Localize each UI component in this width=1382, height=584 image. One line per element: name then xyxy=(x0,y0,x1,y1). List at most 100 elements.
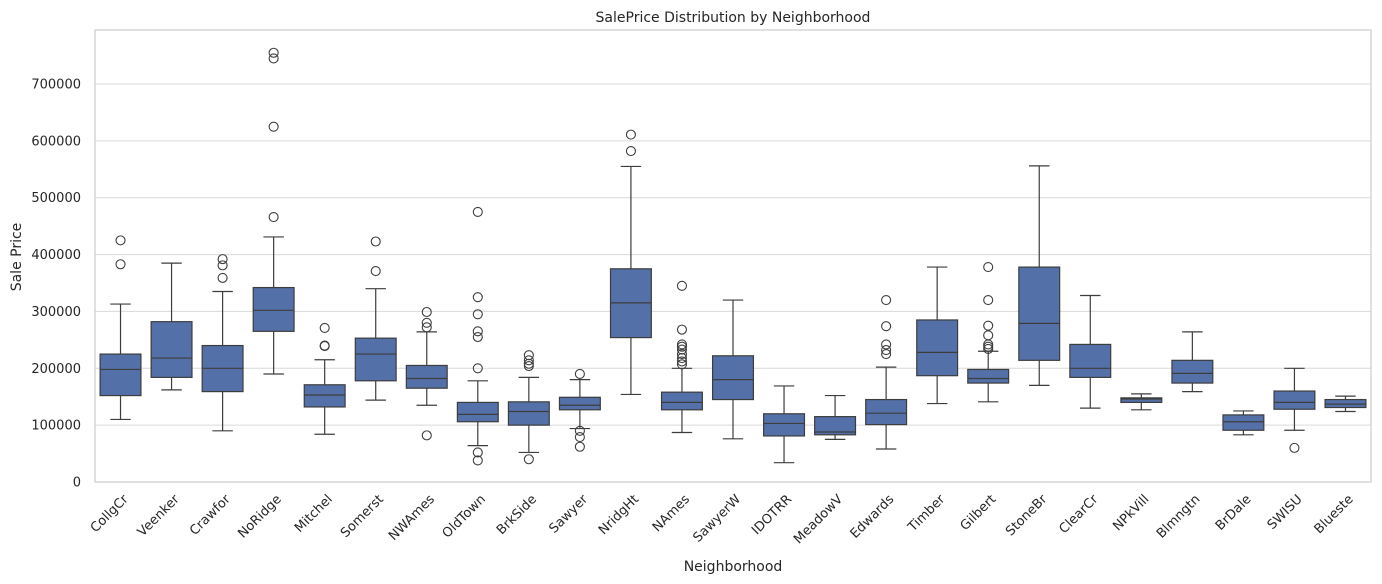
box-NWAmes xyxy=(405,364,448,389)
y-tick-label: 0 xyxy=(73,476,81,491)
outlier-point xyxy=(268,212,279,223)
box-NoRidge xyxy=(252,286,295,332)
x-tick-label: Edwards xyxy=(848,492,898,542)
x-tick-label: Somerst xyxy=(338,492,387,541)
box-Edwards xyxy=(865,398,908,426)
x-tick-label: NAmes xyxy=(650,492,693,535)
outlier-point xyxy=(217,260,228,271)
box-NPkVill xyxy=(1120,397,1163,404)
outlier-point xyxy=(472,363,483,374)
outlier-point xyxy=(370,266,381,277)
box-CollgCr xyxy=(99,353,142,397)
outlier-point xyxy=(115,235,126,246)
outlier-point xyxy=(472,206,483,217)
outlier-point xyxy=(523,350,534,361)
x-tick-label: StoneBr xyxy=(1003,492,1051,540)
outlier-point xyxy=(370,236,381,247)
box-series xyxy=(99,47,1367,466)
y-axis-ticks: 0 100000 200000 300000 400000 500000 600000 700… xyxy=(31,78,81,491)
outlier-point xyxy=(676,280,688,291)
outlier-point xyxy=(217,254,228,265)
outlier-point xyxy=(472,292,483,303)
outlier-point xyxy=(217,272,228,283)
outlier-point xyxy=(676,356,688,367)
outlier-point xyxy=(983,330,994,341)
outlier-point xyxy=(574,441,585,452)
outlier-point xyxy=(676,349,688,360)
box-NAmes xyxy=(660,391,703,411)
box-Sawyer xyxy=(558,396,601,411)
x-tick-label: Gilbert xyxy=(958,492,1000,534)
x-tick-label: IDOTRR xyxy=(749,492,795,538)
outlier-point xyxy=(268,47,279,58)
x-tick-label: CollgCr xyxy=(88,492,132,536)
outlier-point xyxy=(574,432,585,443)
x-tick-label: Sawyer xyxy=(547,492,592,537)
x-axis-ticks: CollgCr Veenker Crawfor NoRidge Mitchel Somer… xyxy=(88,492,1357,548)
outlier-point xyxy=(421,430,432,441)
outlier-point xyxy=(472,309,483,320)
x-tick-label: Veenker xyxy=(135,492,183,540)
outlier-point xyxy=(268,53,279,64)
outlier-point xyxy=(881,321,892,332)
outlier-point xyxy=(881,339,892,350)
box-Timber xyxy=(916,319,959,377)
x-tick-label: BrkSide xyxy=(494,492,540,538)
box-OldTown xyxy=(456,401,499,423)
x-tick-label: Crawfor xyxy=(187,492,234,539)
y-tick-label: 700000 xyxy=(31,78,81,93)
outlier-point xyxy=(268,121,279,132)
outlier-point xyxy=(983,295,994,306)
outlier-point xyxy=(523,454,534,465)
x-tick-label: Timber xyxy=(905,492,949,536)
y-tick-label: 300000 xyxy=(31,305,81,320)
outlier-point xyxy=(421,317,432,328)
outlier-point xyxy=(881,295,892,306)
outlier-point xyxy=(523,355,534,366)
y-tick-label: 100000 xyxy=(31,419,81,434)
x-tick-label: NoRidge xyxy=(235,492,284,541)
outlier-point xyxy=(574,368,585,380)
outlier-point xyxy=(574,425,585,436)
outlier-point xyxy=(983,262,994,273)
outlier-point xyxy=(1289,442,1300,453)
outlier-point xyxy=(983,320,994,331)
x-tick-label: NPkVill xyxy=(1110,492,1152,534)
x-tick-label: MeadowV xyxy=(791,492,846,547)
x-tick-label: NridgHt xyxy=(596,492,642,538)
outlier-point xyxy=(319,322,330,333)
y-tick-label: 600000 xyxy=(31,134,81,149)
outlier-point xyxy=(472,455,483,466)
box-MeadowV xyxy=(814,416,857,436)
x-tick-label: Blmngtn xyxy=(1154,492,1204,542)
y-tick-label: 200000 xyxy=(31,362,81,377)
outlier-point xyxy=(421,306,432,318)
x-tick-label: NWAmes xyxy=(386,492,438,544)
outlier-point xyxy=(625,146,636,157)
x-tick-label: Mitchel xyxy=(292,492,336,536)
outlier-point xyxy=(676,344,688,355)
box-Gilbert xyxy=(967,368,1010,384)
y-tick-label: 500000 xyxy=(31,191,81,206)
box-SWISU xyxy=(1273,390,1316,410)
box-Somerst xyxy=(354,337,397,382)
box-StoneBr xyxy=(1018,266,1061,361)
x-tick-label: SWISU xyxy=(1265,492,1306,533)
outlier-point xyxy=(625,129,636,140)
box-BrDale xyxy=(1222,414,1265,431)
x-axis-label: Neighborhood xyxy=(684,559,783,575)
box-ClearCr xyxy=(1069,343,1112,378)
y-axis-label: Sale Price xyxy=(9,223,25,292)
x-tick-label: BrDale xyxy=(1213,492,1255,534)
plot-frame xyxy=(94,29,1372,483)
outlier-point xyxy=(676,324,688,335)
box-IDOTRR xyxy=(763,413,806,437)
x-tick-label: Blueste xyxy=(1312,492,1357,537)
outlier-point xyxy=(115,259,126,270)
chart-title: SalePrice Distribution by Neighborhood xyxy=(596,10,871,26)
y-tick-label: 400000 xyxy=(31,248,81,263)
outlier-point xyxy=(319,340,330,351)
outlier-point xyxy=(676,339,688,350)
box-BrkSide xyxy=(507,401,550,426)
